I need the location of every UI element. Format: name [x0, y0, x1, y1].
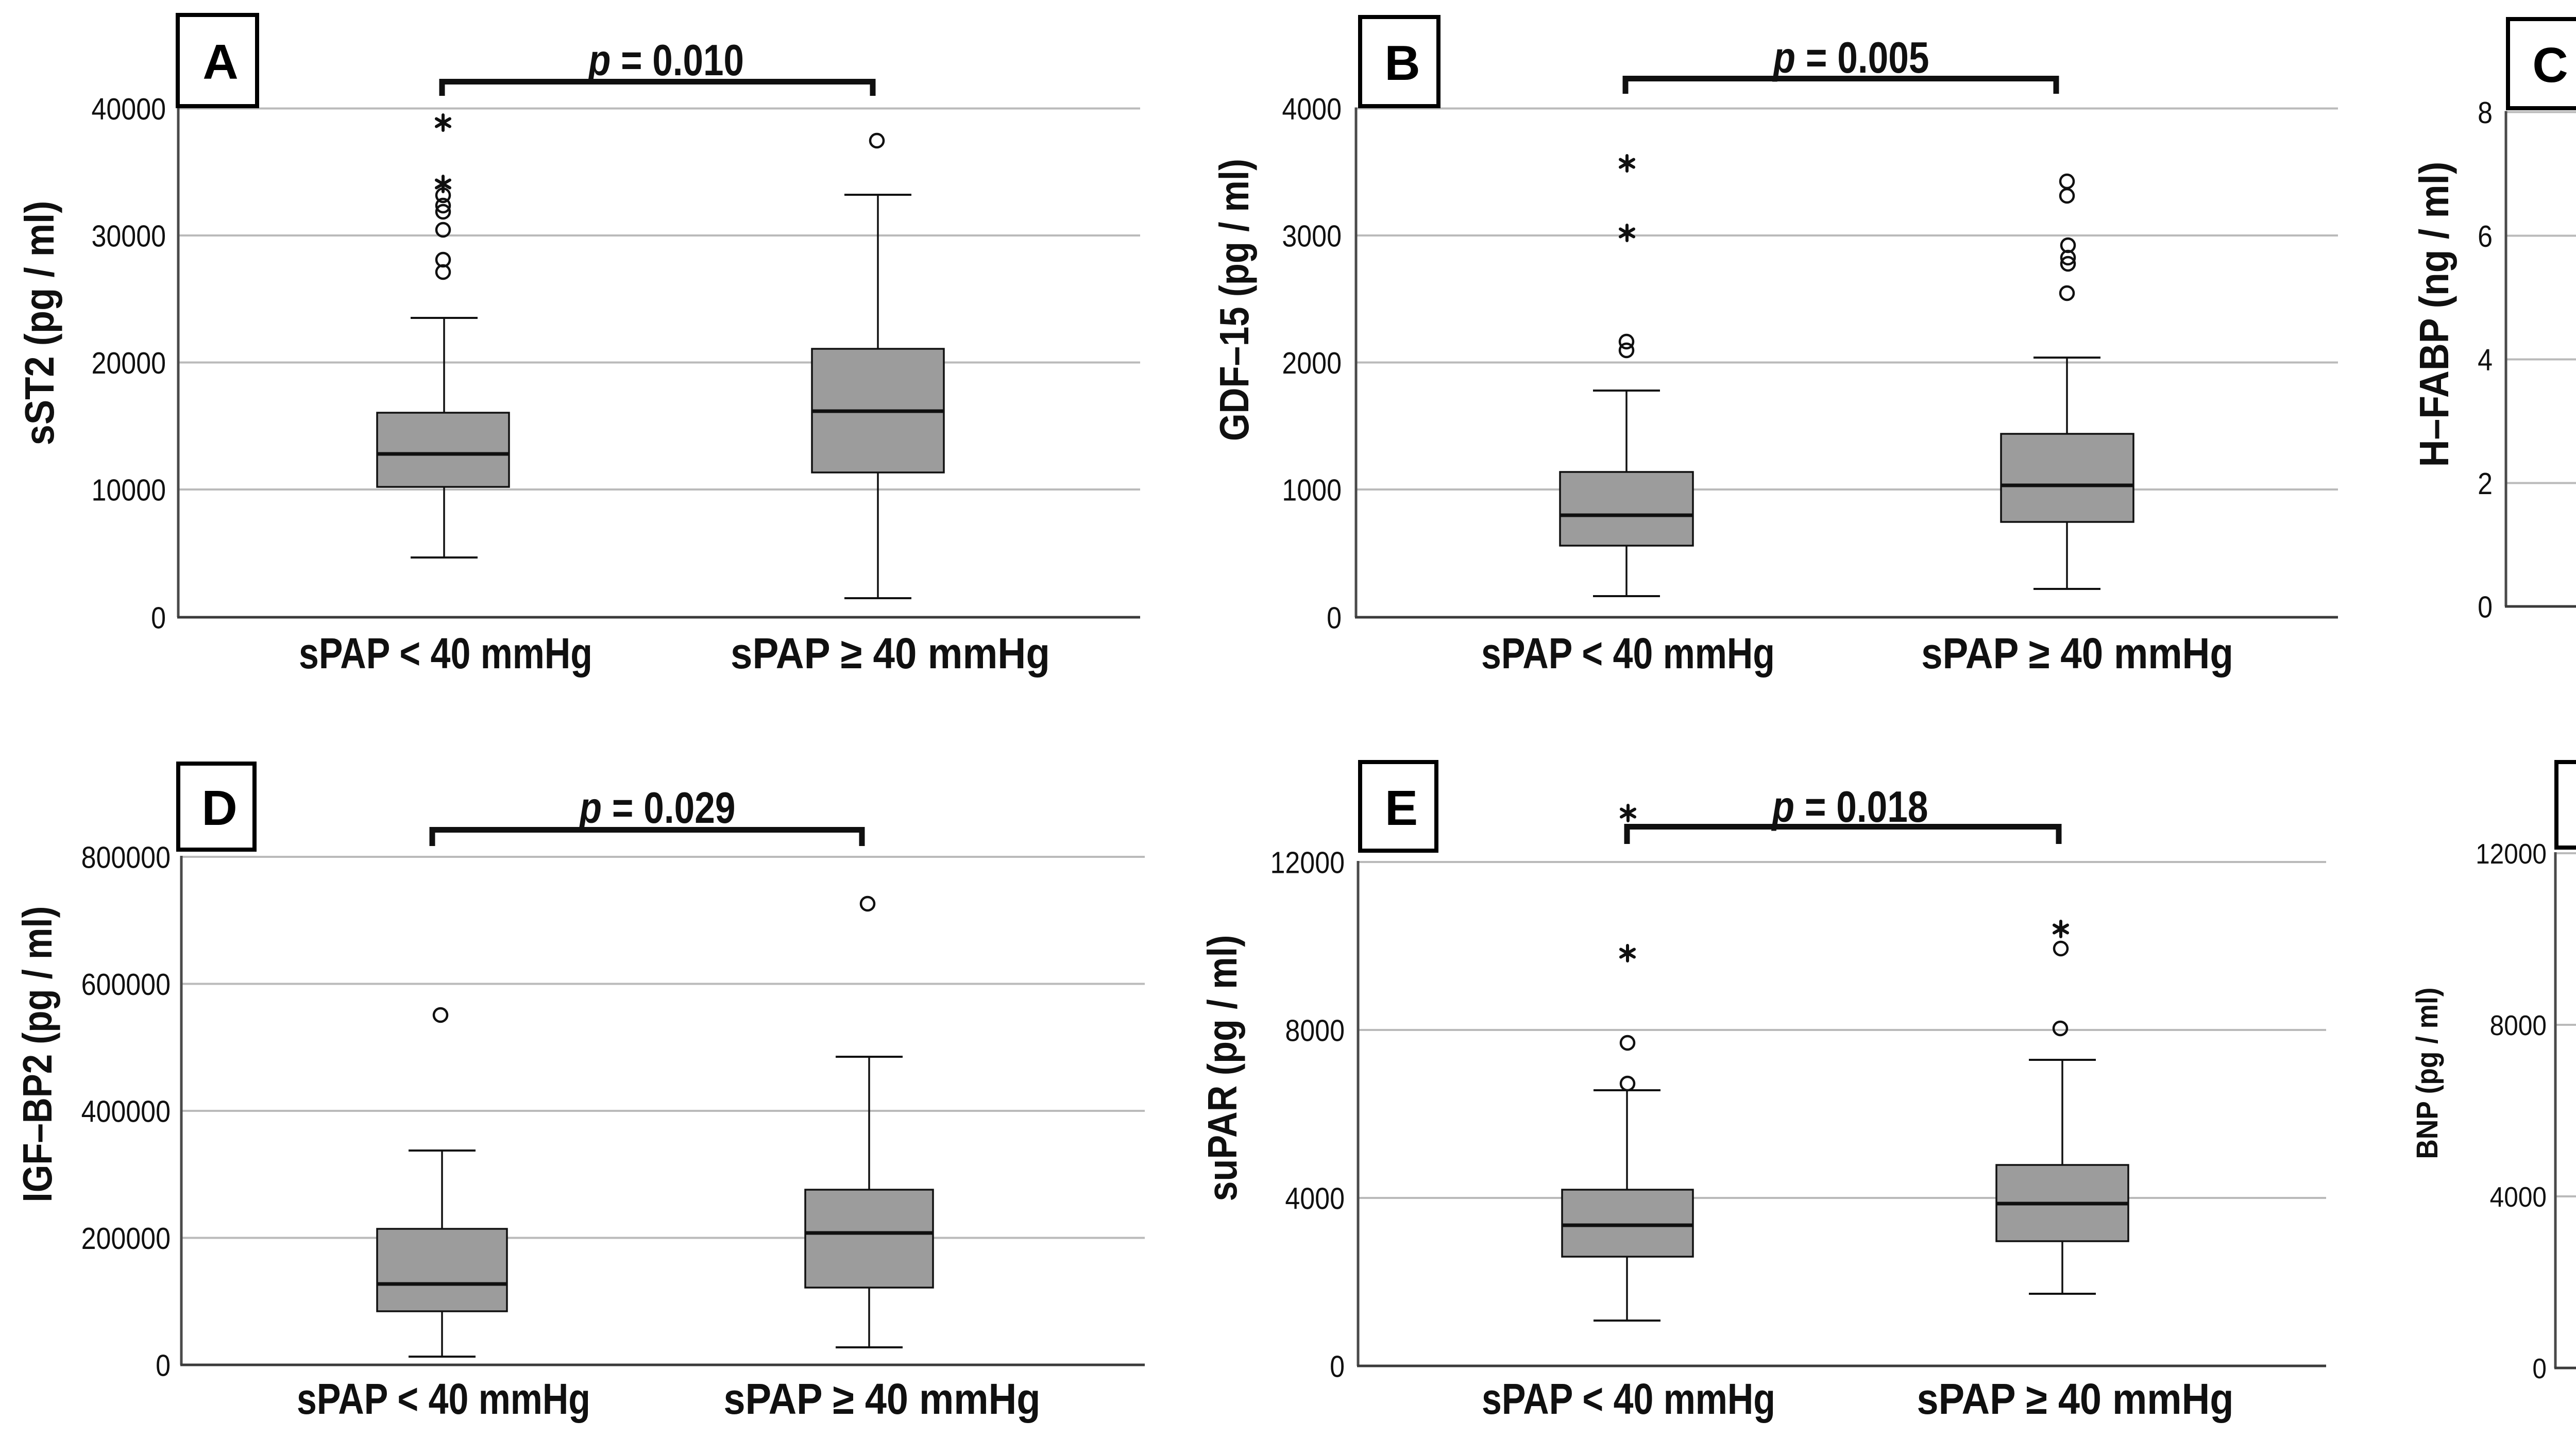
svg-text:C: C — [2532, 38, 2568, 93]
svg-text:sPAP ≥ 40 mmHg: sPAP ≥ 40 mmHg — [1921, 629, 2233, 678]
svg-text:12000: 12000 — [1270, 846, 1345, 880]
svg-text:1000: 1000 — [1282, 473, 1342, 507]
svg-text:A: A — [202, 35, 238, 90]
svg-text:sPAP ≥ 40 mmHg: sPAP ≥ 40 mmHg — [724, 1375, 1041, 1423]
svg-text:12000: 12000 — [2476, 839, 2547, 870]
svg-text:GDF–15 (pg / ml): GDF–15 (pg / ml) — [1211, 159, 1257, 441]
svg-text:sST2 (pg / ml): sST2 (pg / ml) — [17, 201, 63, 446]
svg-text:2000: 2000 — [1282, 346, 1342, 380]
svg-text:0: 0 — [2478, 590, 2493, 624]
svg-text:D: D — [201, 781, 237, 836]
svg-text:20000: 20000 — [91, 346, 166, 380]
svg-text:p = 0.029: p = 0.029 — [579, 783, 736, 832]
svg-text:4000: 4000 — [1282, 92, 1342, 126]
svg-text:suPAR (pg / ml): suPAR (pg / ml) — [1199, 935, 1245, 1202]
svg-text:sPAP ≥ 40 mmHg: sPAP ≥ 40 mmHg — [1917, 1375, 2234, 1423]
svg-text:0: 0 — [1330, 1349, 1345, 1383]
svg-text:3000: 3000 — [1282, 219, 1342, 253]
svg-text:sPAP < 40 mmHg: sPAP < 40 mmHg — [299, 630, 592, 678]
svg-text:0: 0 — [1327, 601, 1342, 635]
svg-text:800000: 800000 — [81, 840, 171, 874]
svg-text:40000: 40000 — [91, 92, 166, 126]
svg-text:4: 4 — [2478, 343, 2493, 377]
svg-text:E: E — [1385, 781, 1418, 836]
svg-text:400000: 400000 — [81, 1094, 171, 1128]
svg-text:4000: 4000 — [2490, 1182, 2547, 1213]
svg-text:IGF–BP2 (pg / ml): IGF–BP2 (pg / ml) — [14, 906, 60, 1203]
svg-text:sPAP < 40 mmHg: sPAP < 40 mmHg — [1482, 1375, 1775, 1424]
svg-text:0: 0 — [151, 601, 166, 635]
svg-text:sPAP ≥ 40 mmHg: sPAP ≥ 40 mmHg — [731, 630, 1050, 678]
svg-text:8000: 8000 — [1285, 1013, 1345, 1047]
svg-text:p = 0.018: p = 0.018 — [1771, 782, 1928, 831]
svg-text:8000: 8000 — [2490, 1010, 2547, 1042]
svg-text:0: 0 — [2532, 1354, 2547, 1385]
svg-text:8: 8 — [2478, 96, 2493, 130]
svg-text:200000: 200000 — [81, 1222, 171, 1256]
svg-text:10000: 10000 — [91, 473, 166, 507]
svg-text:BNP (pg / ml): BNP (pg / ml) — [2411, 988, 2444, 1159]
svg-text:0: 0 — [156, 1348, 171, 1382]
svg-text:2: 2 — [2478, 467, 2493, 501]
svg-text:B: B — [1384, 36, 1420, 91]
svg-text:sPAP < 40 mmHg: sPAP < 40 mmHg — [297, 1375, 590, 1424]
svg-text:H–FABP (ng / ml): H–FABP (ng / ml) — [2412, 162, 2458, 467]
svg-text:p = 0.010: p = 0.010 — [587, 36, 744, 85]
svg-text:p = 0.005: p = 0.005 — [1772, 33, 1929, 82]
svg-text:30000: 30000 — [91, 219, 166, 253]
svg-text:4000: 4000 — [1285, 1181, 1345, 1215]
svg-text:sPAP < 40 mmHg: sPAP < 40 mmHg — [1481, 630, 1775, 678]
svg-text:600000: 600000 — [81, 968, 171, 1002]
svg-text:6: 6 — [2478, 219, 2493, 253]
